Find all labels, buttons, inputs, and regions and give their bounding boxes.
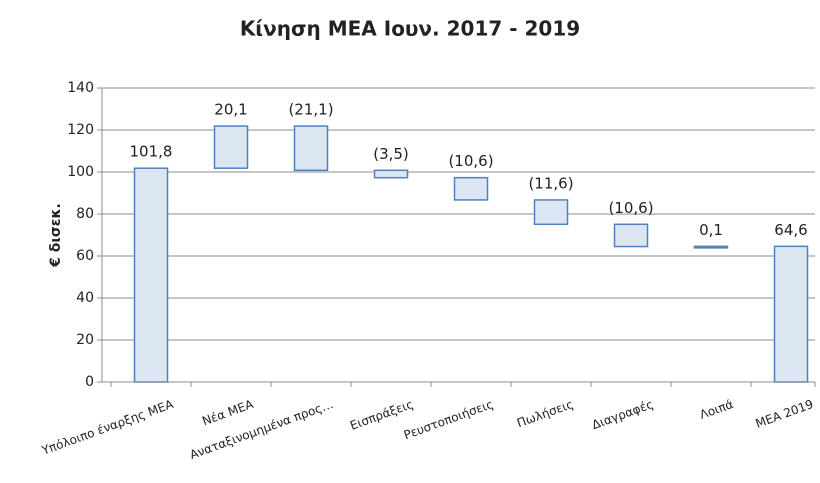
- y-tick-label: 120: [67, 122, 94, 138]
- x-tick-label: Πωλήσεις: [515, 397, 575, 430]
- bar: [453, 176, 489, 201]
- x-tick-label: ΜΕΑ 2019: [754, 397, 816, 431]
- y-tick-label: 20: [76, 332, 94, 348]
- value-label: 64,6: [774, 221, 807, 239]
- x-tick-label: Υπόλοιπο έναρξης ΜΕΑ: [39, 397, 176, 458]
- bar: [613, 223, 649, 248]
- bar: [133, 167, 169, 383]
- x-tick-label: Νέα ΜΕΑ: [200, 397, 256, 429]
- bar: [693, 245, 729, 249]
- value-label: (11,6): [528, 174, 573, 192]
- x-tick-label: Αναταξινομημένα προς…: [188, 397, 335, 462]
- bar: [213, 125, 249, 169]
- y-tick-label: 80: [76, 206, 94, 222]
- value-label: (21,1): [288, 101, 333, 119]
- y-axis-label: € δισεκ.: [48, 203, 64, 268]
- y-tick-label: 0: [85, 374, 94, 390]
- bar: [773, 245, 809, 383]
- value-label: (10,6): [448, 152, 493, 170]
- value-label: (3,5): [373, 145, 409, 163]
- bar: [373, 169, 409, 179]
- x-tick-label: Ρευστοποιήσεις: [402, 397, 495, 442]
- y-tick-label: 100: [67, 164, 94, 180]
- value-label: 101,8: [130, 143, 173, 161]
- x-tick-label: Διαγραφές: [590, 397, 655, 432]
- x-tick-label: Λοιπά: [698, 397, 736, 422]
- bar: [293, 125, 329, 172]
- y-tick-label: 60: [76, 248, 94, 264]
- value-label: 0,1: [699, 221, 723, 239]
- y-tick-label: 140: [67, 80, 94, 96]
- chart-title: Κίνηση ΜΕΑ Ιουν. 2017 - 2019: [240, 17, 580, 41]
- value-label: (10,6): [608, 199, 653, 217]
- y-tick-label: 40: [76, 290, 94, 306]
- bar: [533, 199, 569, 226]
- value-label: 20,1: [214, 101, 247, 119]
